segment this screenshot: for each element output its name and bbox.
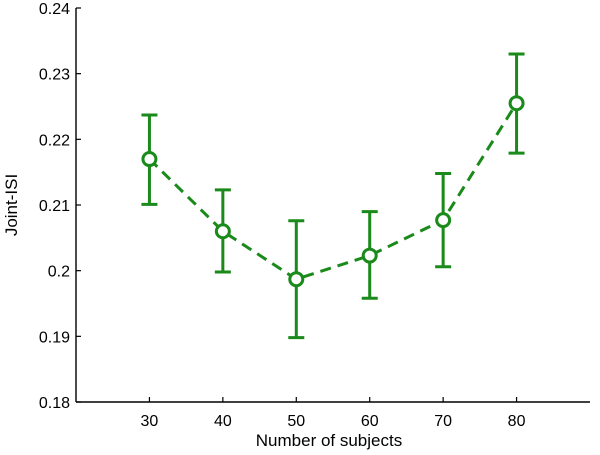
data-point — [508, 95, 525, 112]
data-point — [361, 247, 378, 264]
y-tick-label: 0.23 — [39, 67, 70, 84]
data-point — [435, 212, 452, 229]
data-point — [141, 151, 158, 168]
y-tick-label: 0.18 — [39, 395, 70, 412]
data-point — [288, 271, 305, 288]
series — [141, 52, 525, 340]
x-tick-label: 70 — [434, 413, 452, 430]
x-tick-label: 40 — [214, 413, 232, 430]
x-tick-label: 80 — [508, 413, 526, 430]
y-axis-label: Joint-ISI — [2, 174, 21, 236]
data-point — [214, 223, 231, 240]
y-tick-label: 0.22 — [39, 132, 70, 149]
y-tick-label: 0.2 — [48, 264, 70, 281]
x-ticks: 30 40 50 60 70 80 — [141, 397, 526, 430]
y-tick-label: 0.19 — [39, 329, 70, 346]
y-ticks: 0.18 0.19 0.2 0.21 0.22 0.23 0.24 — [39, 1, 81, 412]
y-tick-label: 0.24 — [39, 1, 70, 18]
y-tick-label: 0.21 — [39, 198, 70, 215]
series-line — [148, 102, 518, 281]
x-tick-label: 60 — [361, 413, 379, 430]
x-axis-label: Number of subjects — [256, 431, 402, 450]
x-tick-label: 50 — [287, 413, 305, 430]
x-tick-label: 30 — [141, 413, 159, 430]
